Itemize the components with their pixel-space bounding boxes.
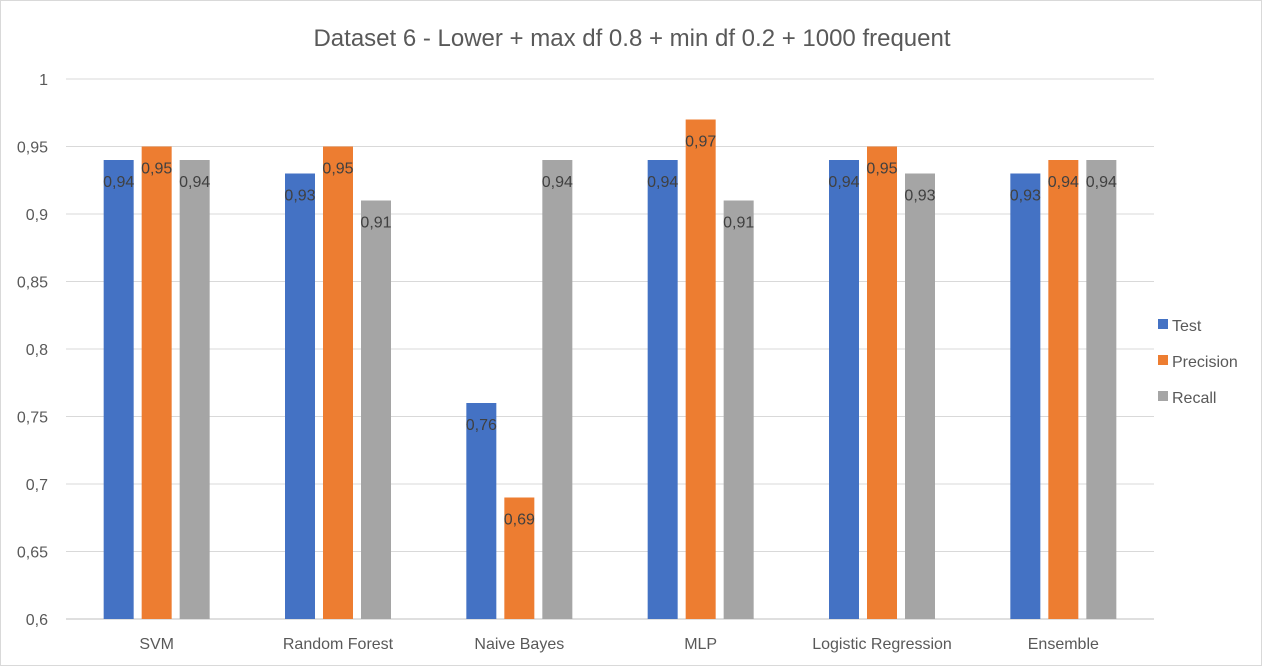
y-tick-label: 0,8	[26, 342, 48, 359]
x-tick-label: Random Forest	[283, 636, 394, 653]
legend: Test Precision Recall	[1158, 318, 1238, 407]
y-tick-label: 0,95	[17, 140, 48, 157]
y-tick-label: 0,65	[17, 545, 48, 562]
bar	[867, 146, 897, 619]
y-axis-ticks: 0,6 0,65 0,7 0,75 0,8 0,85 0,9 0,95 1	[17, 72, 48, 629]
bar	[685, 119, 716, 619]
data-label: 0,76	[466, 417, 497, 434]
legend-label: Precision	[1172, 354, 1238, 371]
legend-swatch	[1158, 391, 1168, 401]
gridlines	[66, 78, 1154, 620]
data-label: 0,91	[723, 215, 754, 232]
legend-label: Test	[1172, 318, 1202, 335]
x-tick-label: Ensemble	[1028, 636, 1099, 653]
data-label: 0,69	[504, 512, 535, 529]
data-label: 0,95	[141, 161, 172, 178]
legend-swatch	[1158, 319, 1168, 329]
bar	[141, 146, 172, 619]
x-tick-label: MLP	[684, 636, 717, 653]
data-label: 0,94	[1048, 174, 1079, 191]
data-label: 0,94	[828, 174, 859, 191]
data-label: 0,91	[360, 215, 391, 232]
x-tick-label: SVM	[139, 636, 174, 653]
bar	[1086, 160, 1117, 619]
data-label: 0,94	[1086, 174, 1117, 191]
data-label: 0,94	[179, 174, 210, 191]
bar	[361, 200, 391, 619]
data-label: 0,95	[322, 161, 353, 178]
y-tick-label: 0,75	[17, 410, 48, 427]
bar	[466, 403, 497, 619]
y-tick-label: 0,9	[26, 207, 48, 224]
chart-title: Dataset 6 - Lower + max df 0.8 + min df …	[313, 25, 950, 52]
bars	[103, 119, 1117, 619]
bar	[504, 497, 535, 619]
bar	[103, 160, 134, 619]
bar	[323, 146, 353, 619]
y-tick-label: 0,6	[26, 612, 48, 629]
y-tick-label: 0,85	[17, 275, 48, 292]
bar	[285, 173, 315, 619]
bar	[179, 160, 210, 619]
data-label: 0,95	[866, 161, 897, 178]
legend-swatch	[1158, 355, 1168, 365]
data-label: 0,93	[284, 188, 315, 205]
x-tick-label: Naive Bayes	[474, 636, 564, 653]
data-label: 0,94	[647, 174, 678, 191]
data-label: 0,97	[685, 134, 716, 151]
bar	[905, 173, 935, 619]
data-label: 0,94	[103, 174, 134, 191]
bar	[723, 200, 754, 619]
bar	[1048, 160, 1079, 619]
bar	[1010, 173, 1041, 619]
y-tick-label: 0,7	[26, 477, 48, 494]
x-tick-label: Logistic Regression	[812, 636, 952, 653]
data-label: 0,93	[904, 188, 935, 205]
bar	[829, 160, 859, 619]
y-tick-label: 1	[39, 72, 48, 89]
data-labels: 0,94 0,95 0,94 0,93 0,95 0,91 0,76 0,69 0,94 0,94…	[103, 134, 1117, 529]
legend-label: Recall	[1172, 390, 1216, 407]
data-label: 0,93	[1010, 188, 1041, 205]
bar	[542, 160, 573, 619]
x-axis-ticks: SVM Random Forest Naive Bayes MLP Logistic R…	[139, 636, 1099, 653]
bar	[647, 160, 678, 619]
data-label: 0,94	[542, 174, 573, 191]
